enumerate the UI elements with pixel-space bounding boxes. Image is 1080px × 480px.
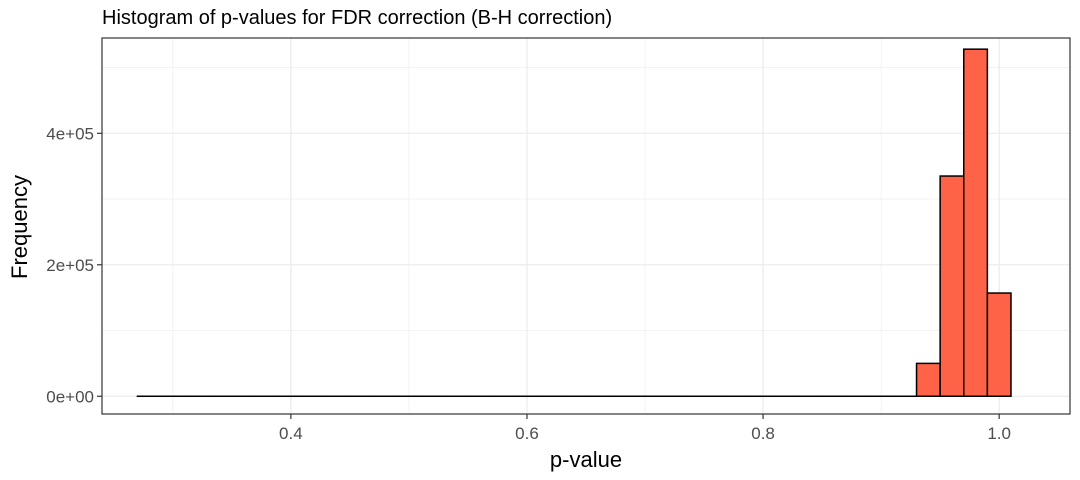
- y-tick-label: 0e+00: [46, 387, 94, 406]
- x-axis-title: p-value: [550, 447, 622, 472]
- y-tick-label: 4e+05: [46, 124, 94, 143]
- histogram-bar: [939, 175, 965, 398]
- y-axis-title: Frequency: [7, 175, 32, 279]
- histogram-bar: [915, 362, 941, 398]
- chart-title: Histogram of p-values for FDR correction…: [102, 7, 612, 29]
- x-axis: 0.4 0.6 0.8 1.0: [279, 414, 1011, 443]
- x-tick-label: 0.6: [515, 424, 539, 443]
- grid-lines: [102, 38, 1070, 414]
- panel-background: [102, 38, 1070, 414]
- y-axis: 0e+00 2e+05 4e+05: [46, 124, 102, 406]
- histogram-bars: [136, 48, 1012, 398]
- x-tick-label: 0.4: [279, 424, 303, 443]
- panel-border: [101, 37, 1071, 415]
- histogram-bar: [963, 48, 989, 398]
- x-tick-label: 0.8: [751, 424, 775, 443]
- histogram-bar: [986, 292, 1012, 398]
- x-tick-label: 1.0: [987, 424, 1011, 443]
- y-tick-label: 2e+05: [46, 256, 94, 275]
